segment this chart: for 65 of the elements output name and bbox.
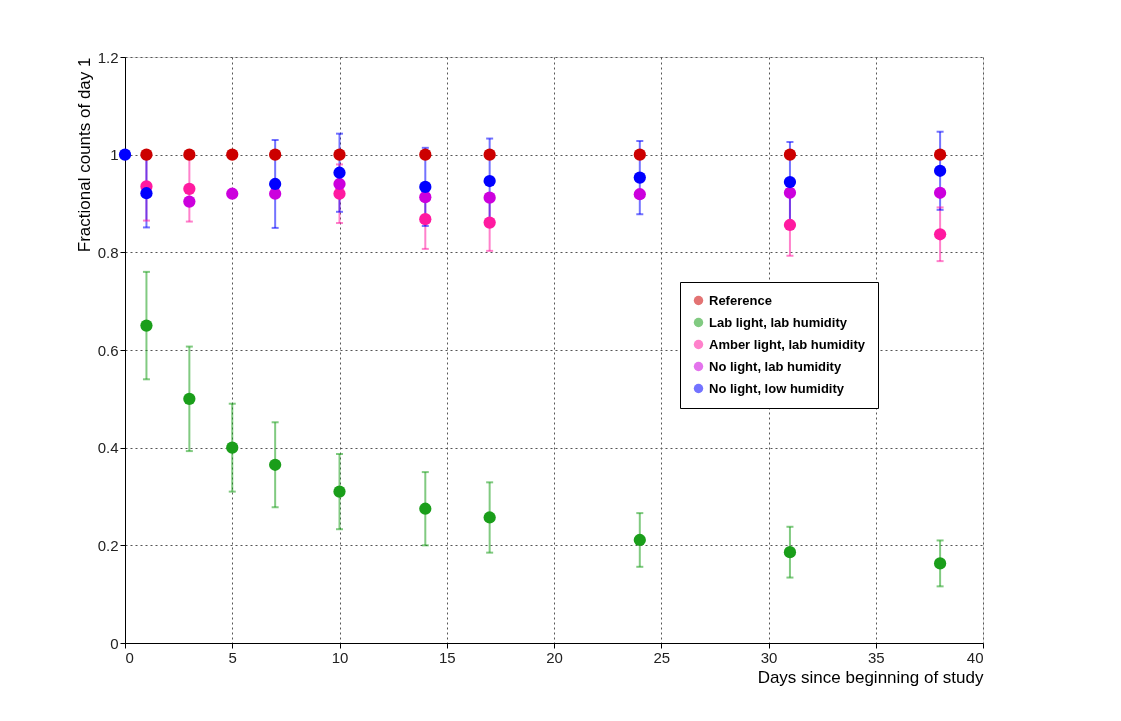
point [783,175,797,189]
point [419,213,432,226]
point [183,182,196,195]
legend-label: No light, low humidity [709,380,845,396]
point [183,392,196,405]
legend-label: No light, lab humidity [709,358,842,374]
point [333,166,346,179]
point [933,228,947,241]
point [118,148,132,161]
x-tick-label: 35 [867,648,885,666]
point [783,218,797,232]
point [226,187,239,200]
point [933,186,947,199]
y-tick-label: 1.2 [97,48,119,66]
point [483,148,496,161]
point [140,319,153,332]
point [226,148,239,161]
y-axis-title: Fractional counts of day 1 [74,57,94,253]
point [783,546,797,559]
point [333,148,346,161]
y-tick-label: 0.6 [97,341,119,359]
point [419,502,432,515]
y-tick-label: 0 [110,634,119,652]
x-tick-label: 10 [331,648,349,666]
point [269,458,282,471]
point [483,511,496,524]
point [633,171,646,184]
point [483,216,496,229]
point [419,180,432,194]
point [633,148,646,161]
y-tick-label: 0.4 [97,439,119,457]
point [269,177,282,191]
point [783,148,797,161]
point [633,533,646,547]
point [183,195,196,208]
point [419,148,432,161]
point [783,186,797,199]
point [333,485,346,498]
x-tick-label: 25 [653,648,671,666]
point [269,148,282,161]
point [140,187,153,200]
x-axis-title: Days since beginning of study [757,667,984,687]
y-tick-label: 0.8 [97,243,119,261]
x-tick-label: 0 [125,648,134,666]
point [419,191,432,204]
point [933,164,947,177]
point [483,191,496,204]
point [226,441,239,454]
point [933,557,947,570]
legend-label: Amber light, lab humidity [709,336,866,352]
x-tick-label: 40 [966,648,984,666]
point [183,148,196,161]
point [140,148,153,161]
point [333,177,346,191]
legend-label: Reference [709,292,772,308]
x-tick-label: 20 [546,648,563,666]
point [633,188,646,201]
x-tick-label: 5 [228,648,237,666]
x-tick-label: 15 [438,648,456,666]
y-tick-label: 1 [110,146,119,164]
legend-label: Lab light, lab humidity [709,314,848,330]
point [933,148,947,161]
y-tick-label: 0.2 [97,536,119,554]
x-tick-label: 30 [760,648,778,666]
point [483,174,496,188]
